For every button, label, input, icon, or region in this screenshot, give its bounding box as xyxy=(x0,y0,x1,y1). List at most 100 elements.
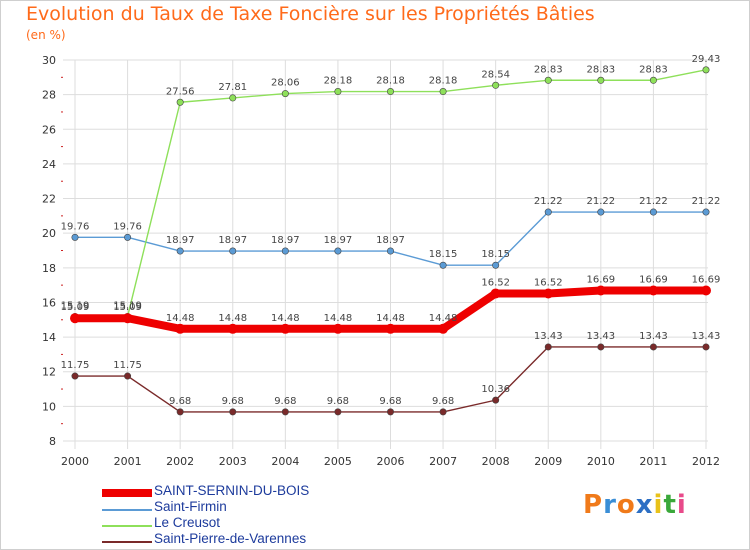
data-label: 16.69 xyxy=(587,275,616,286)
x-tick-label: 2002 xyxy=(166,455,194,468)
data-label: 16.69 xyxy=(692,275,721,286)
x-tick-label: 2003 xyxy=(219,455,247,468)
data-point xyxy=(385,323,396,334)
y-tick-label: 18 xyxy=(42,262,56,275)
data-label: 18.97 xyxy=(324,235,353,246)
x-tick-label: 2006 xyxy=(377,455,405,468)
data-point xyxy=(490,288,501,299)
data-point xyxy=(492,81,500,89)
data-label: 18.97 xyxy=(218,235,247,246)
data-point xyxy=(544,208,552,216)
data-point xyxy=(597,208,605,216)
data-label: 19.76 xyxy=(113,221,142,232)
data-point xyxy=(281,247,289,255)
legend-swatch xyxy=(102,525,152,527)
chart-subtitle: (en %) xyxy=(26,28,66,42)
data-point xyxy=(71,372,79,380)
data-label: 14.48 xyxy=(271,313,300,324)
legend-swatch xyxy=(102,489,152,497)
data-label: 11.75 xyxy=(61,360,90,371)
proxiti-logo: Proxiti xyxy=(583,490,687,520)
logo-letter: r xyxy=(603,490,617,520)
data-label: 18.15 xyxy=(481,249,510,260)
data-point xyxy=(492,396,500,404)
data-label: 28.83 xyxy=(587,64,616,75)
data-label: 9.68 xyxy=(432,396,454,407)
data-point xyxy=(595,285,606,296)
legend-swatch xyxy=(102,509,152,511)
data-point xyxy=(229,408,237,416)
y-tick-label: 22 xyxy=(42,193,56,206)
data-point xyxy=(702,208,710,216)
data-point xyxy=(229,94,237,102)
x-tick-label: 2010 xyxy=(587,455,615,468)
legend-label: SAINT-SERNIN-DU-BOIS xyxy=(154,483,310,498)
data-label: 15.19 xyxy=(113,300,142,311)
data-label: 9.68 xyxy=(169,396,191,407)
logo-letter: x xyxy=(635,490,654,520)
chart-title: Evolution du Taux de Taxe Foncière sur l… xyxy=(26,3,595,25)
y-tick-label: 24 xyxy=(42,158,56,171)
data-label: 16.69 xyxy=(639,275,668,286)
y-tick-label: 10 xyxy=(42,400,56,413)
data-point xyxy=(544,76,552,84)
data-label: 27.81 xyxy=(218,82,247,93)
data-label: 28.83 xyxy=(534,64,563,75)
data-point xyxy=(597,343,605,351)
data-label: 14.48 xyxy=(429,313,458,324)
data-point xyxy=(492,261,500,269)
data-point xyxy=(438,323,449,334)
data-label: 13.43 xyxy=(534,331,563,342)
data-label: 13.43 xyxy=(692,331,721,342)
data-point xyxy=(701,285,711,296)
data-label: 19.76 xyxy=(61,221,90,232)
y-tick-label: 12 xyxy=(42,366,56,379)
y-tick-label: 28 xyxy=(42,89,56,102)
x-tick-label: 2007 xyxy=(429,455,457,468)
y-tick-label: 26 xyxy=(42,123,56,136)
data-point xyxy=(281,408,289,416)
data-point xyxy=(544,343,552,351)
data-label: 14.48 xyxy=(218,313,247,324)
data-label: 15.09 xyxy=(113,302,142,313)
data-point xyxy=(281,90,289,98)
data-point xyxy=(280,323,291,334)
logo-letter: P xyxy=(583,490,604,520)
y-tick-label: 14 xyxy=(42,331,56,344)
data-label: 29.43 xyxy=(692,54,721,65)
data-label: 28.54 xyxy=(481,69,510,80)
data-label: 9.68 xyxy=(327,396,349,407)
x-tick-label: 2012 xyxy=(692,455,720,468)
data-point xyxy=(386,88,394,96)
data-label: 18.97 xyxy=(271,235,300,246)
data-label: 9.68 xyxy=(274,396,296,407)
data-point xyxy=(439,88,447,96)
x-tick-label: 2000 xyxy=(61,455,89,468)
data-point xyxy=(597,76,605,84)
x-tick-label: 2009 xyxy=(534,455,562,468)
data-label: 16.52 xyxy=(481,277,510,288)
data-point xyxy=(334,247,342,255)
data-label: 28.18 xyxy=(429,76,458,87)
legend-swatch xyxy=(102,541,152,543)
data-label: 18.97 xyxy=(166,235,195,246)
data-label: 14.48 xyxy=(324,313,353,324)
y-tick-label: 30 xyxy=(42,54,56,67)
data-point xyxy=(439,408,447,416)
data-point xyxy=(176,247,184,255)
data-label: 18.15 xyxy=(429,249,458,260)
data-point xyxy=(702,343,710,351)
data-label: 16.52 xyxy=(534,277,563,288)
data-point xyxy=(70,313,80,324)
data-point xyxy=(439,261,447,269)
x-tick-label: 2008 xyxy=(482,455,510,468)
data-point xyxy=(649,208,657,216)
data-point xyxy=(334,408,342,416)
data-label: 13.43 xyxy=(587,331,616,342)
data-label: 15.19 xyxy=(61,300,90,311)
data-point xyxy=(175,323,186,334)
logo-letter: o xyxy=(616,490,636,520)
data-label: 28.18 xyxy=(324,76,353,87)
logo-letter: i xyxy=(653,490,664,520)
